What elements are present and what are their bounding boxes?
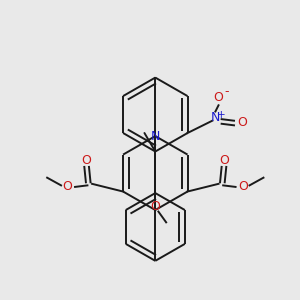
- Text: O: O: [214, 91, 224, 104]
- Text: O: O: [150, 200, 160, 213]
- Text: -: -: [225, 85, 229, 98]
- Text: O: O: [62, 180, 72, 194]
- Text: O: O: [237, 116, 247, 129]
- Text: N: N: [151, 130, 160, 142]
- Text: O: O: [238, 180, 248, 194]
- Text: O: O: [82, 154, 92, 167]
- Text: O: O: [219, 154, 229, 167]
- Text: +: +: [217, 110, 226, 120]
- Text: N: N: [211, 111, 220, 124]
